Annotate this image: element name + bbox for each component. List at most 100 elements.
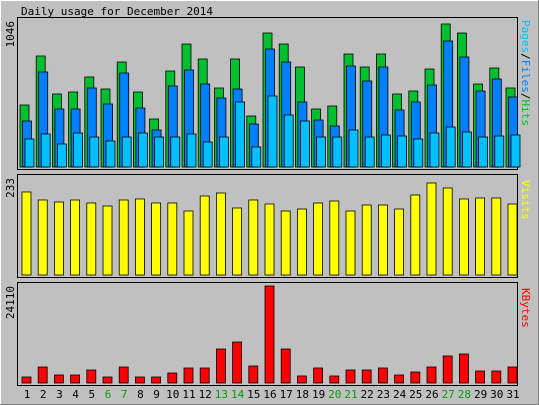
kbytes-bar [167, 372, 178, 384]
day-label: 14 [231, 388, 245, 401]
visits-max-label: 233 [4, 178, 17, 198]
visits-bar [54, 201, 64, 276]
visits-bar [248, 199, 259, 276]
kbytes-bar [377, 367, 388, 384]
pages-bar [105, 140, 116, 168]
day-label: 10 [166, 388, 179, 401]
day-label: 25 [409, 388, 422, 401]
pages-bar [73, 132, 83, 168]
visits-bar [361, 204, 372, 276]
day-label: 27 [442, 388, 455, 401]
visits-bar [70, 199, 80, 276]
visits-bar [134, 198, 145, 276]
visits-bar [458, 198, 469, 276]
legend-separator-2: / [519, 93, 532, 100]
pages-bar [461, 131, 472, 168]
day-label: 29 [474, 388, 487, 401]
pages-bar [478, 136, 489, 168]
day-label: 24 [393, 388, 407, 401]
kbytes-bar [329, 375, 340, 384]
pages-bar [235, 101, 246, 168]
hits-panel-legend: Pages/Files/Hits [519, 20, 532, 126]
day-label: 21 [344, 388, 357, 401]
pages-bar [170, 136, 181, 168]
day-label: 4 [72, 388, 79, 401]
pages-bar [494, 135, 505, 168]
day-label: 18 [296, 388, 309, 401]
visits-bar [21, 191, 32, 276]
day-label: 6 [105, 388, 112, 401]
kbytes-bar [70, 374, 80, 384]
day-tick-labels: 1 2 3 4 5 6 7 8 9 10 11 12 13 14 15 16 17 18 19 20 21 22 23 24 2… [24, 388, 520, 401]
visits-bar [264, 203, 275, 276]
visits-bar [442, 187, 453, 276]
visits-bar [118, 199, 129, 276]
kbytes-bar [37, 366, 48, 384]
pages-bar [24, 138, 35, 168]
kbytes-bar [458, 353, 469, 384]
chart-title: Daily usage for December 2014 [21, 5, 213, 18]
kbytes-bar [54, 374, 64, 384]
day-label: 30 [490, 388, 503, 401]
visits-bar [102, 205, 113, 276]
day-label: 20 [328, 388, 341, 401]
kbytes-bar [361, 369, 372, 384]
kbytes-bar [199, 367, 210, 384]
hits-max-label: 1046 [4, 21, 17, 48]
pages-bar [364, 136, 375, 168]
kbytes-bar [248, 365, 259, 384]
pages-bar [316, 136, 327, 168]
pages-bar [283, 114, 294, 168]
legend-pages: Pages [519, 20, 532, 53]
day-label: 17 [280, 388, 293, 401]
visits-bar [426, 182, 437, 276]
day-label: 16 [263, 388, 276, 401]
visits-bar [151, 202, 162, 276]
kbytes-bar [102, 376, 113, 384]
kbytes-bar [21, 376, 32, 384]
pages-bar [332, 136, 343, 168]
pages-bar [218, 136, 229, 168]
day-label: 3 [56, 388, 63, 401]
kbytes-bar [215, 348, 226, 384]
visits-bar [296, 208, 307, 276]
pages-bar [380, 134, 391, 168]
visits-bar [377, 204, 388, 276]
pages-bar [154, 136, 165, 168]
kbytes-bar [426, 366, 437, 384]
day-label: 15 [247, 388, 260, 401]
day-label: 28 [458, 388, 471, 401]
legend-kbytes: KBytes [519, 288, 532, 328]
pages-bar [299, 120, 310, 168]
kbytes-bar [134, 376, 145, 384]
pages-bar [397, 135, 408, 168]
day-label: 31 [506, 388, 519, 401]
pages-bar [445, 126, 456, 168]
visits-bar [183, 210, 194, 276]
pages-bar [510, 134, 521, 168]
pages-bar [40, 133, 51, 168]
visits-panel-legend: Visits [519, 180, 532, 220]
pages-bar [348, 129, 359, 168]
pages-bar [251, 146, 262, 168]
kbytes-bar [183, 367, 194, 384]
kbytes-bar [442, 355, 453, 384]
bar-marks [19, 23, 521, 384]
visits-bar [313, 202, 324, 276]
visits-bar [37, 199, 48, 276]
kbytes-bar [507, 366, 518, 384]
kbytes-bar [394, 374, 405, 384]
visits-bar [215, 192, 226, 276]
visits-bar [329, 200, 340, 276]
day-label: 9 [153, 388, 160, 401]
kbytes-bar [280, 348, 291, 384]
kbytes-bar [410, 371, 421, 384]
day-label: 26 [425, 388, 438, 401]
pages-bar [121, 136, 132, 168]
day-label: 13 [215, 388, 228, 401]
kbytes-bar [475, 370, 486, 384]
day-label: 19 [312, 388, 325, 401]
day-label: 22 [361, 388, 374, 401]
kbytes-bar [151, 376, 162, 384]
